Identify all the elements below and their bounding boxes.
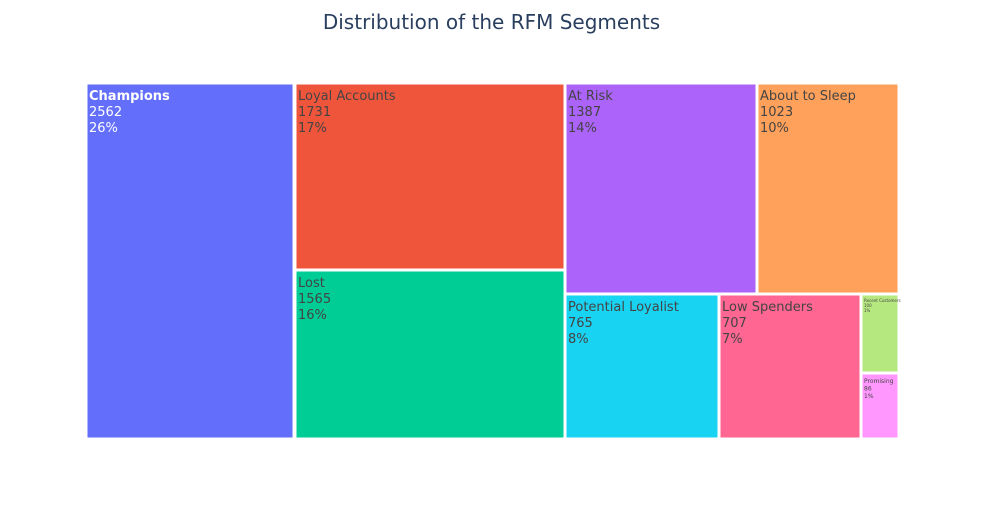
treemap-rect-at-risk[interactable] (563, 81, 759, 296)
cell-percent-low-spenders: 7% (722, 332, 743, 347)
treemap-rect-low-spenders[interactable] (717, 292, 863, 441)
chart-title: Distribution of the RFM Segments (322, 10, 661, 34)
cell-value-loyal-accounts: 1731 (298, 105, 331, 120)
cell-value-potential-loyalist: 765 (568, 316, 593, 331)
cell-label-promising: Promising (864, 378, 894, 385)
treemap-rect-promising[interactable] (859, 371, 901, 441)
cell-value-at-risk: 1387 (568, 105, 601, 120)
cell-value-low-spenders: 707 (722, 316, 747, 331)
cell-label-lost: Lost (298, 276, 325, 291)
cell-percent-about-to-sleep: 10% (760, 121, 789, 136)
treemap-rect-about-to-sleep[interactable] (755, 81, 901, 296)
cell-value-lost: 1565 (298, 292, 331, 307)
cell-percent-recent-customers: 1% (864, 308, 871, 313)
cell-percent-champions: 26% (89, 121, 118, 136)
treemap-rect-potential-loyalist[interactable] (563, 292, 721, 441)
cell-percent-lost: 16% (298, 308, 327, 323)
cell-percent-at-risk: 14% (568, 121, 597, 136)
treemap-rect-loyal-accounts[interactable] (293, 81, 567, 272)
cell-label-about-to-sleep: About to Sleep (760, 89, 856, 104)
treemap-rect-champions[interactable] (84, 81, 296, 441)
cell-label-at-risk: At Risk (568, 89, 613, 104)
cell-label-low-spenders: Low Spenders (722, 300, 813, 315)
cell-label-recent-customers: Recent Customers (864, 298, 901, 303)
cell-value-promising: 86 (864, 385, 872, 392)
cell-value-champions: 2562 (89, 105, 122, 120)
cell-value-recent-customers: 100 (864, 303, 872, 308)
cell-label-loyal-accounts: Loyal Accounts (298, 89, 396, 104)
treemap-rect-lost[interactable] (293, 268, 567, 441)
cell-value-about-to-sleep: 1023 (760, 105, 793, 120)
cell-percent-promising: 1% (864, 393, 874, 400)
cell-percent-potential-loyalist: 8% (568, 332, 589, 347)
cell-label-potential-loyalist: Potential Loyalist (568, 300, 679, 315)
cell-label-champions: Champions (89, 89, 170, 104)
cell-percent-loyal-accounts: 17% (298, 121, 327, 136)
